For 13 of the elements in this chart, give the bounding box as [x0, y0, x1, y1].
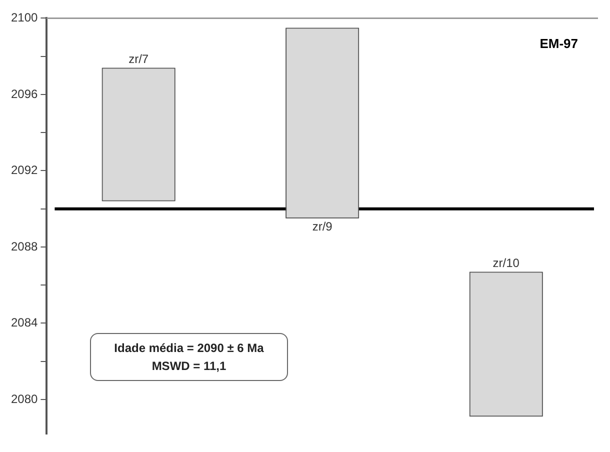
x-tick-label: zr/10	[492, 256, 520, 270]
annotation: Idade média = 2090 ± 6 Ma	[113, 340, 265, 357]
y-tick-label: 2080	[10, 392, 38, 406]
y-tick-label: 2100	[10, 10, 38, 25]
y-tick-label: 2088	[10, 239, 38, 254]
note-box: Idade média = 2090 ± 6 Ma MSWD = 11,1	[90, 333, 288, 381]
x-tick-label: zr/9	[312, 220, 333, 234]
y-tick-label: 2092	[10, 163, 38, 178]
annotation: EM-97	[540, 36, 578, 51]
y-tick-label: 2096	[10, 86, 38, 101]
y-tick-label: 2084	[10, 316, 38, 330]
annotation: MSWD = 11,1	[150, 358, 228, 375]
x-tick-label: zr/7	[128, 52, 149, 66]
